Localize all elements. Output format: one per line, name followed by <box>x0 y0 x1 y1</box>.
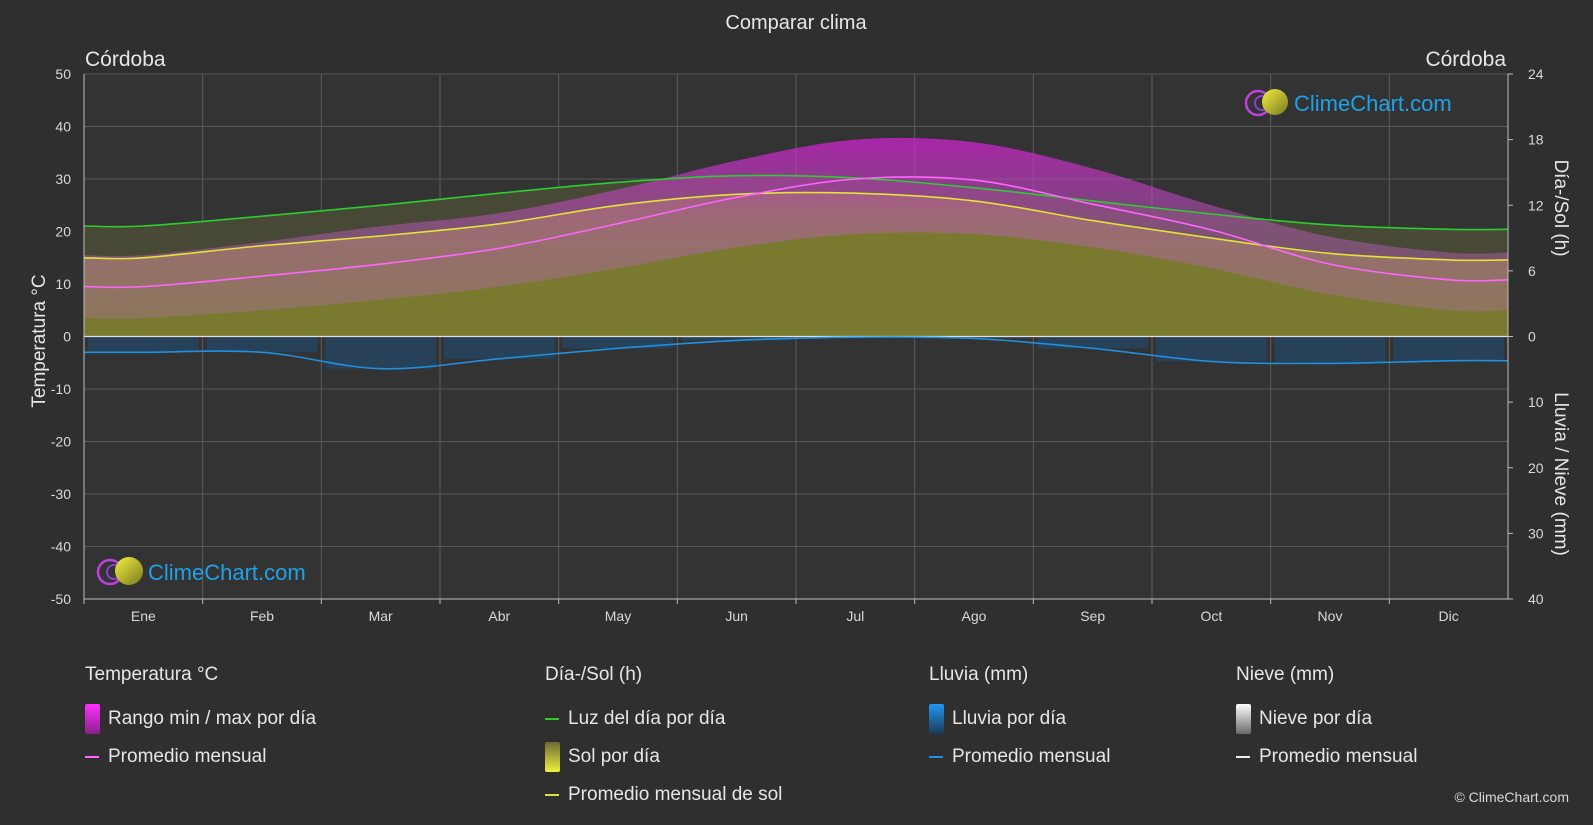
legend-snow-avg-label: Promedio mensual <box>1259 746 1418 767</box>
y-left-tick-label: 20 <box>55 224 71 240</box>
sunshine-area <box>84 192 1508 337</box>
rain-bar <box>681 336 792 341</box>
sunshine-avg-line <box>83 191 1509 262</box>
legend-sun-avg-label: Promedio mensual de sol <box>568 784 783 805</box>
y-left-tick-label: -50 <box>51 591 71 607</box>
rain-bar <box>562 336 674 349</box>
rain-bar <box>444 336 555 359</box>
rain-bar <box>88 336 199 353</box>
legend-snow: Nieve (mm) Nieve por día Promedio mensua… <box>1236 664 1417 776</box>
legend-sun-avg: Promedio mensual de sol <box>545 776 782 814</box>
y-left-tick-label: -40 <box>51 539 71 555</box>
y-right-top-tick-label: 18 <box>1528 132 1544 148</box>
y-left-tick-label: 0 <box>63 329 71 345</box>
y-left-tick-label: 10 <box>55 276 71 292</box>
daylight-line <box>83 174 1509 231</box>
watermark-text: ClimeChart.com <box>148 560 306 585</box>
x-tick-label: Dic <box>1439 608 1459 624</box>
legend-sun-day-label: Sol por día <box>568 746 660 767</box>
logo-sun-icon <box>115 557 143 585</box>
temp-avg-swatch <box>85 756 99 758</box>
legend-temp-range-label: Rango min / max por día <box>108 708 317 729</box>
rain-bar <box>325 336 436 369</box>
snow-day-swatch <box>1236 704 1251 734</box>
x-tick-label: Jun <box>725 608 748 624</box>
rain-bar <box>1274 336 1386 364</box>
temperature-avg-line <box>83 176 1509 289</box>
x-tick-label: Abr <box>488 608 510 624</box>
legend-sun-header: Día-/Sol (h) <box>545 664 643 685</box>
legend-sun-day: Sol por día <box>545 738 782 776</box>
location-right: Córdoba <box>1425 48 1506 71</box>
x-tick-label: Oct <box>1200 608 1222 624</box>
daylight-swatch <box>545 718 559 720</box>
rain-bar <box>1037 336 1148 349</box>
temperature-range-band <box>84 137 1508 319</box>
rain-day-swatch <box>929 704 944 734</box>
x-tick-label: Ago <box>962 608 987 624</box>
watermark-text: ClimeChart.com <box>1294 91 1452 116</box>
x-tick-label: Nov <box>1318 608 1343 624</box>
legend-rain-day: Lluvia por día <box>929 700 1110 738</box>
legend-temp-range: Rango min / max por día <box>85 700 316 738</box>
chart-title: Comparar clima <box>725 12 867 34</box>
y-left-tick-label: 40 <box>55 119 71 135</box>
y-right-top-tick-label: 6 <box>1528 263 1536 279</box>
climechart-logo-bottom: ClimeChart.com <box>96 557 306 586</box>
legend-rain: Lluvia (mm) Lluvia por día Promedio mens… <box>929 664 1110 776</box>
legend-daylight-label: Luz del día por día <box>568 708 726 729</box>
legend-temp-avg-label: Promedio mensual <box>108 746 267 767</box>
y-right-top-tick-label: 24 <box>1528 66 1544 82</box>
climate-chart: Comparar clima Córdoba Córdoba Temperatu… <box>29 12 1571 624</box>
sun-day-swatch <box>545 742 560 772</box>
rain-bar <box>206 336 318 353</box>
y-left-tick-label: 50 <box>55 66 71 82</box>
legend-rain-avg: Promedio mensual <box>929 738 1110 776</box>
y-left-tick-label: 30 <box>55 171 71 187</box>
y-right-bottom-tick-label: 10 <box>1528 394 1544 410</box>
x-tick-label: Sep <box>1080 608 1105 624</box>
legend-temp-avg: Promedio mensual <box>85 738 316 776</box>
rain-bar <box>1393 336 1504 361</box>
y-right-bottom-tick-label: 40 <box>1528 591 1544 607</box>
legend-daylight: Luz del día por día <box>545 700 782 738</box>
rain-avg-line <box>84 336 1509 370</box>
y-axis-left-label: Temperatura °C <box>29 274 50 407</box>
y-left-tick-label: -20 <box>51 434 71 450</box>
legend-snow-header: Nieve (mm) <box>1236 664 1335 685</box>
x-tick-label: Ene <box>131 608 156 624</box>
y-axis-right-top-label: Día-/Sol (h) <box>1550 159 1571 256</box>
legend-rain-header: Lluvia (mm) <box>929 664 1029 685</box>
legend-snow-day-label: Nieve por día <box>1259 708 1373 729</box>
copyright: © ClimeChart.com <box>1454 789 1569 805</box>
x-tick-label: Jul <box>846 608 864 624</box>
y-left-tick-label: -10 <box>51 381 71 397</box>
snow-avg-swatch <box>1236 756 1250 758</box>
y-left-tick-label: -30 <box>51 486 71 502</box>
plot-area: 50 40 30 20 10 0 -10 -20 -30 -40 -50 24 18 12 6 0 10 20 30… <box>51 66 1544 624</box>
location-left: Córdoba <box>85 48 166 71</box>
y-right-bottom-tick-label: 20 <box>1528 460 1544 476</box>
sun-avg-swatch <box>545 794 559 796</box>
legend-snow-avg: Promedio mensual <box>1236 738 1417 776</box>
rain-bar <box>918 336 1030 339</box>
y-right-bottom-tick-label: 30 <box>1528 525 1544 541</box>
rain-avg-swatch <box>929 756 943 758</box>
legend-temperature: Temperatura °C Rango min / max por día P… <box>85 664 316 776</box>
y-axis-right-bottom-label: Lluvia / Nieve (mm) <box>1550 392 1571 556</box>
y-right-top-tick-label: 0 <box>1528 329 1536 345</box>
temp-range-swatch <box>85 704 100 734</box>
climechart-logo-top: ClimeChart.com <box>1244 89 1452 117</box>
legend-temperature-header: Temperatura °C <box>85 664 219 685</box>
legend-sun: Día-/Sol (h) Luz del día por día Sol por… <box>545 664 782 814</box>
legend-rain-avg-label: Promedio mensual <box>952 746 1111 767</box>
x-tick-label: May <box>605 608 631 624</box>
legend-rain-day-label: Lluvia por día <box>952 708 1067 729</box>
legend-snow-day: Nieve por día <box>1236 700 1417 738</box>
logo-sun-icon <box>1262 89 1288 115</box>
y-right-top-tick-label: 12 <box>1528 197 1544 213</box>
x-tick-label: Mar <box>369 608 393 624</box>
x-tick-label: Feb <box>250 608 274 624</box>
